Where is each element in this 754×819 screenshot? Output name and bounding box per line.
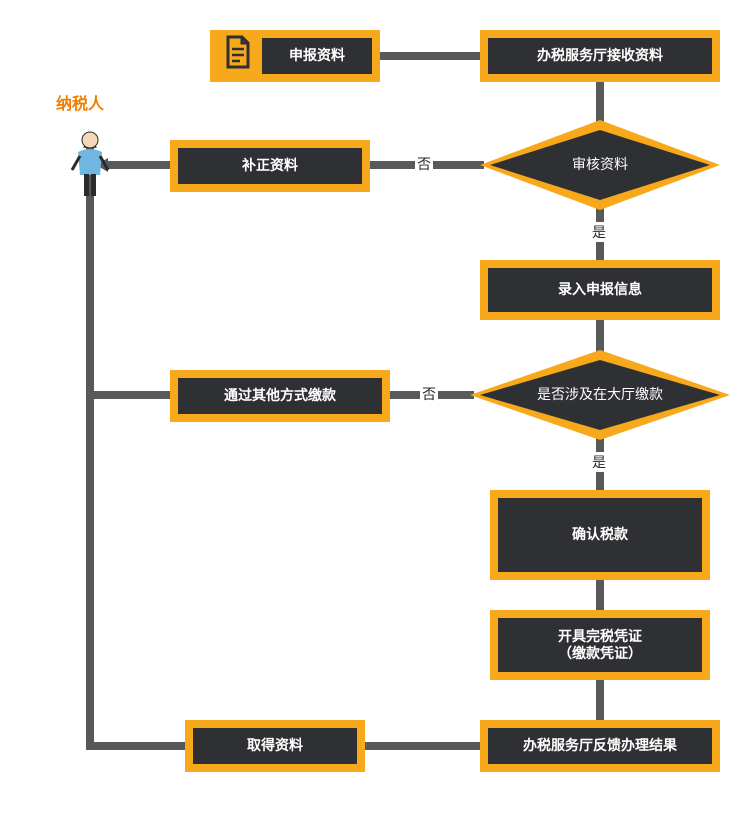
edge-segment [596,578,604,614]
node-label: 审核资料 [564,152,636,178]
edge-segment [365,742,480,750]
edge-segment [380,52,480,60]
document-icon [218,34,258,70]
node-n8: 确认税款 [490,490,710,580]
node-n7: 通过其他方式缴款 [170,370,390,422]
node-label: 办税服务厅接收资料 [529,43,671,69]
node-label: 办税服务厅反馈办理结果 [515,733,685,759]
node-label: 开具完税凭证 （缴款凭证） [550,624,650,667]
node-label: 是否涉及在大厅缴款 [529,382,671,408]
node-n10: 办税服务厅反馈办理结果 [480,720,720,772]
flowchart-canvas: 否是否是纳税人申报资料办税服务厅接收资料审核资料补正资料录入申报信息是否涉及在大… [0,0,754,819]
node-label: 录入申报信息 [550,277,650,303]
edge-label: 否 [415,154,433,174]
node-label: 申报资料 [281,43,353,69]
node-n5: 录入申报信息 [480,260,720,320]
edge-label: 是 [590,222,608,242]
node-n9: 开具完税凭证 （缴款凭证） [490,610,710,680]
edge-segment [596,82,604,124]
edge-segment [86,148,94,750]
node-label: 通过其他方式缴款 [216,383,344,409]
node-n11: 取得资料 [185,720,365,772]
node-n2: 办税服务厅接收资料 [480,30,720,82]
edge-segment [108,161,170,169]
node-n1: 申报资料 [210,30,380,82]
actor-figure [70,130,110,200]
node-n6: 是否涉及在大厅缴款 [470,350,730,440]
edge-segment [90,742,185,750]
edge-label: 否 [420,384,438,404]
edge-segment [90,391,170,399]
node-label: 补正资料 [234,153,306,179]
edge-segment [596,678,604,724]
edge-label: 是 [590,452,608,472]
node-n4: 补正资料 [170,140,370,192]
actor-label: 纳税人 [56,90,104,114]
node-label: 取得资料 [239,733,311,759]
node-label: 确认税款 [564,522,636,548]
node-n3: 审核资料 [480,120,720,210]
